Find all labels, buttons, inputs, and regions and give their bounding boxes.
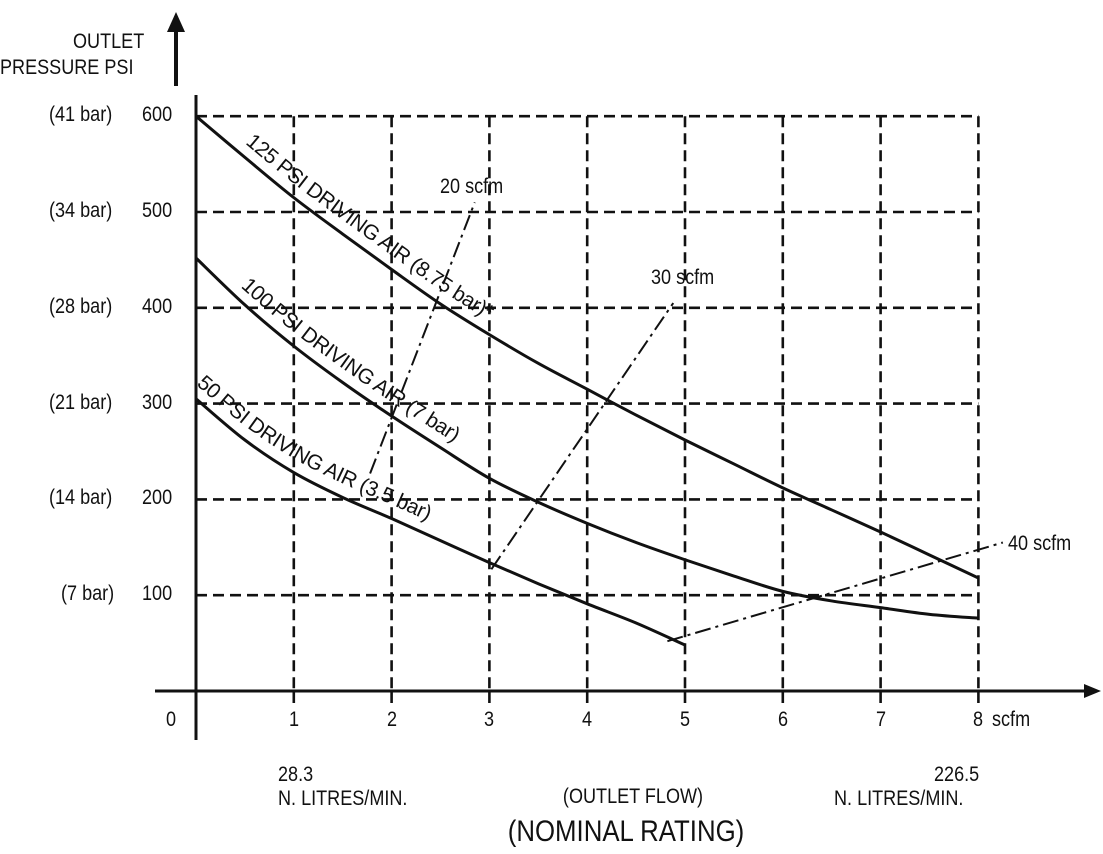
x-tick-label-3: 3 [484,708,495,731]
origin-label: 0 [166,708,177,731]
x-unit-label: scfm [992,708,1031,731]
x-tick-label-4: 4 [582,708,593,731]
curve-2 [194,256,979,620]
scfm-line-2 [490,302,675,570]
y-axis-title-line-2: PRESSURE PSI [0,56,134,79]
y-tick-bar-label-300: (21 bar) [49,390,113,414]
curve-label-2: 100 PSI DRIVING AIR (7 bar) [237,273,464,446]
scfm-line-1 [369,202,476,474]
outlet-flow-label: (OUTLET FLOW) [562,785,704,808]
scfm-reference-lines: 20 scfm 30 scfm 40 scfm [369,175,1071,643]
y-axis-title-line-1: OUTLET [73,30,145,53]
x-tick-label-2: 2 [386,708,397,731]
axes [155,12,1101,740]
grid-lines [196,114,980,691]
scfm-line-3 [667,541,1004,643]
scfm-label-3: 40 scfm [1008,532,1071,556]
y-tick-label-200: 200 [142,486,173,510]
scfm-label-2: 30 scfm [651,266,714,290]
x-tick-label-8: 8 [973,708,984,731]
x-tick-label-7: 7 [875,708,886,731]
y-tick-label-400: 400 [142,294,173,318]
x-tick-label-6: 6 [777,708,788,731]
curve-3 [195,397,686,647]
scfm-label-1: 20 scfm [440,175,503,199]
y-tick-bar-label-600: (41 bar) [49,103,113,127]
y-tick-bar-label-100: (7 bar) [61,582,115,606]
curve-labels: 125 PSI DRIVING AIR (8.75 bar)*100 PSI D… [193,130,498,526]
y-tick-bar-label-200: (14 bar) [49,486,113,510]
chart-title: (NOMINAL RATING) [507,815,745,848]
x-tick-label-1: 1 [288,708,299,731]
curve-1 [195,115,980,580]
flow-high-unit: N. LITRES/MIN. [834,787,964,810]
curve-label-1: 125 PSI DRIVING AIR (8.75 bar)* [242,130,498,325]
y-tick-label-600: 600 [142,103,173,127]
y-tick-bar-label-500: (34 bar) [49,199,113,222]
y-tick-bar-label-400: (28 bar) [49,294,113,318]
x-tick-label-5: 5 [680,708,691,731]
y-tick-label-300: 300 [142,390,173,414]
flow-low-value: 28.3 [278,763,314,786]
x-axis-arrowhead [1084,684,1101,698]
driving-air-curves [194,115,980,647]
flow-low-unit: N. LITRES/MIN. [278,787,408,810]
flow-high-value: 226.5 [934,763,980,786]
y-tick-label-100: 100 [142,582,173,606]
y-tick-label-500: 500 [142,199,173,222]
y-axis-arrowhead [167,12,185,32]
